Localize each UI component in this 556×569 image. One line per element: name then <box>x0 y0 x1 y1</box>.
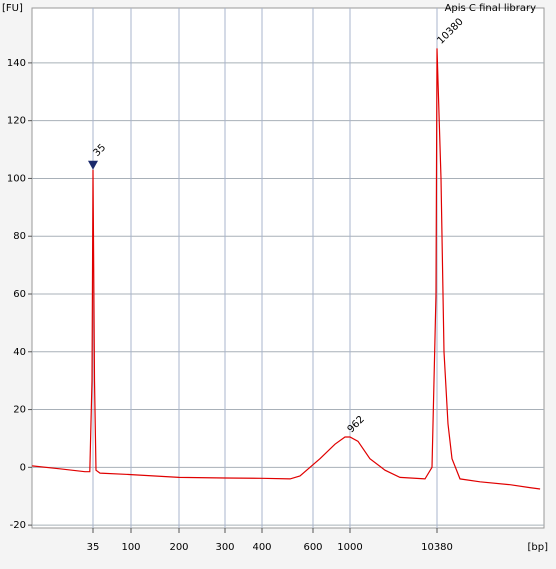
y-tick-label: 60 <box>13 289 26 300</box>
y-tick-label: 20 <box>13 405 26 416</box>
x-tick-label: 1000 <box>337 542 362 553</box>
x-tick-label: 35 <box>87 542 100 553</box>
x-tick-label: 200 <box>169 542 188 553</box>
y-tick-label: 100 <box>7 173 26 184</box>
x-tick-label: 100 <box>121 542 140 553</box>
y-tick-label: 140 <box>7 58 26 69</box>
peak-marker <box>88 160 98 170</box>
x-axis-label: [bp] <box>528 542 549 553</box>
x-tick-label: 10380 <box>421 542 453 553</box>
x-tick-label: 300 <box>215 542 234 553</box>
plot-area <box>31 7 545 529</box>
y-tick-label: 0 <box>20 462 26 473</box>
y-tick-label: 120 <box>7 116 26 127</box>
chart-title: Apis C final library <box>445 3 536 14</box>
y-tick-label: 40 <box>13 347 26 358</box>
y-tick-label: 80 <box>13 231 26 242</box>
y-tick-label: -20 <box>10 520 26 531</box>
x-tick-label: 600 <box>303 542 322 553</box>
trace <box>32 48 541 490</box>
y-axis-label: [FU] <box>2 3 23 14</box>
x-tick-label: 400 <box>252 542 271 553</box>
